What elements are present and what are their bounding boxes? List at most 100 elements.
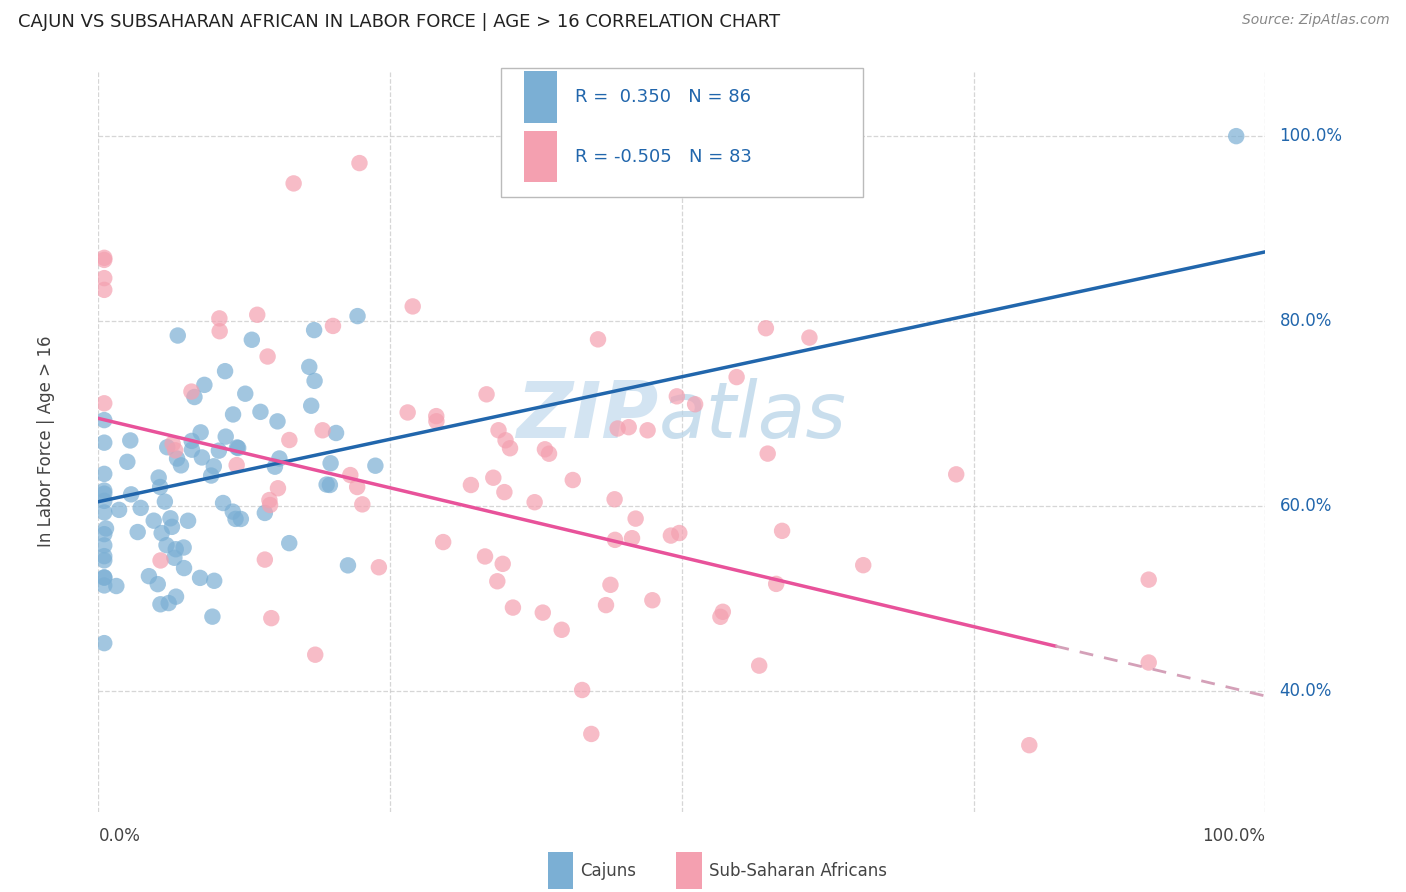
- Point: [120, 434, 142, 448]
- Point: [212, 496, 235, 510]
- Point: [149, 553, 172, 567]
- Point: [148, 470, 170, 484]
- Point: [222, 505, 245, 519]
- Point: [155, 538, 177, 552]
- Text: Cajuns: Cajuns: [581, 862, 637, 880]
- Point: [93, 467, 115, 481]
- Point: [482, 471, 505, 485]
- Point: [486, 574, 509, 589]
- Point: [93, 505, 115, 519]
- Point: [571, 683, 593, 698]
- Point: [495, 434, 517, 448]
- Point: [269, 451, 291, 466]
- Point: [668, 526, 690, 541]
- Point: [93, 636, 115, 650]
- Point: [181, 442, 204, 457]
- Point: [208, 324, 231, 338]
- Point: [727, 870, 749, 884]
- Point: [173, 541, 195, 555]
- Point: [162, 437, 184, 451]
- Point: [266, 414, 288, 428]
- Point: [233, 386, 256, 401]
- Point: [402, 300, 425, 314]
- Point: [765, 577, 787, 591]
- Text: 80.0%: 80.0%: [1279, 312, 1331, 330]
- Point: [208, 311, 231, 326]
- Point: [336, 558, 359, 573]
- Point: [283, 177, 305, 191]
- Point: [202, 459, 225, 474]
- Text: Sub-Saharan Africans: Sub-Saharan Africans: [709, 862, 887, 880]
- Text: ZIP: ZIP: [516, 377, 658, 454]
- Point: [225, 458, 247, 472]
- Point: [599, 578, 621, 592]
- Point: [165, 443, 187, 458]
- Point: [502, 600, 524, 615]
- Text: 40.0%: 40.0%: [1279, 682, 1331, 700]
- Point: [315, 477, 337, 491]
- Point: [499, 442, 522, 456]
- Point: [488, 423, 510, 437]
- FancyBboxPatch shape: [548, 853, 574, 889]
- Text: 100.0%: 100.0%: [1279, 128, 1343, 145]
- Text: In Labor Force | Age > 16: In Labor Force | Age > 16: [37, 335, 55, 548]
- Point: [225, 512, 247, 526]
- Text: atlas: atlas: [658, 377, 846, 454]
- Point: [190, 425, 212, 440]
- Point: [93, 571, 115, 585]
- Point: [150, 526, 173, 541]
- Point: [208, 443, 231, 458]
- FancyBboxPatch shape: [676, 853, 702, 889]
- Point: [165, 590, 187, 604]
- Point: [1137, 573, 1160, 587]
- Point: [711, 605, 734, 619]
- Point: [304, 374, 326, 388]
- Point: [249, 405, 271, 419]
- Point: [259, 498, 281, 512]
- Point: [180, 434, 202, 448]
- Point: [475, 387, 498, 401]
- FancyBboxPatch shape: [524, 71, 557, 123]
- Text: 100.0%: 100.0%: [1202, 827, 1265, 845]
- Point: [709, 609, 731, 624]
- Point: [595, 598, 617, 612]
- Point: [191, 450, 214, 465]
- Point: [852, 558, 875, 573]
- Point: [641, 593, 664, 607]
- Point: [725, 370, 748, 384]
- Point: [93, 553, 115, 567]
- Point: [229, 512, 252, 526]
- Point: [755, 321, 778, 335]
- Point: [425, 409, 447, 424]
- Point: [537, 447, 560, 461]
- Text: R =  0.350   N = 86: R = 0.350 N = 86: [575, 88, 751, 106]
- Point: [93, 251, 115, 265]
- Point: [222, 408, 245, 422]
- Point: [180, 384, 202, 399]
- Point: [748, 658, 770, 673]
- Point: [173, 561, 195, 575]
- Point: [1137, 656, 1160, 670]
- Point: [659, 528, 682, 542]
- Point: [94, 521, 117, 535]
- Point: [581, 727, 603, 741]
- Point: [267, 481, 290, 495]
- Point: [311, 423, 333, 437]
- Point: [170, 458, 193, 473]
- Point: [138, 569, 160, 583]
- FancyBboxPatch shape: [524, 130, 557, 183]
- Point: [260, 611, 283, 625]
- Point: [349, 156, 371, 170]
- Point: [561, 473, 583, 487]
- Point: [177, 514, 200, 528]
- Point: [253, 552, 276, 566]
- Point: [1225, 129, 1247, 144]
- Point: [146, 577, 169, 591]
- Point: [215, 429, 238, 443]
- Text: R = -0.505   N = 83: R = -0.505 N = 83: [575, 147, 751, 166]
- Point: [325, 425, 347, 440]
- Point: [156, 440, 179, 454]
- Point: [93, 252, 115, 267]
- Point: [188, 571, 211, 585]
- Point: [474, 549, 496, 564]
